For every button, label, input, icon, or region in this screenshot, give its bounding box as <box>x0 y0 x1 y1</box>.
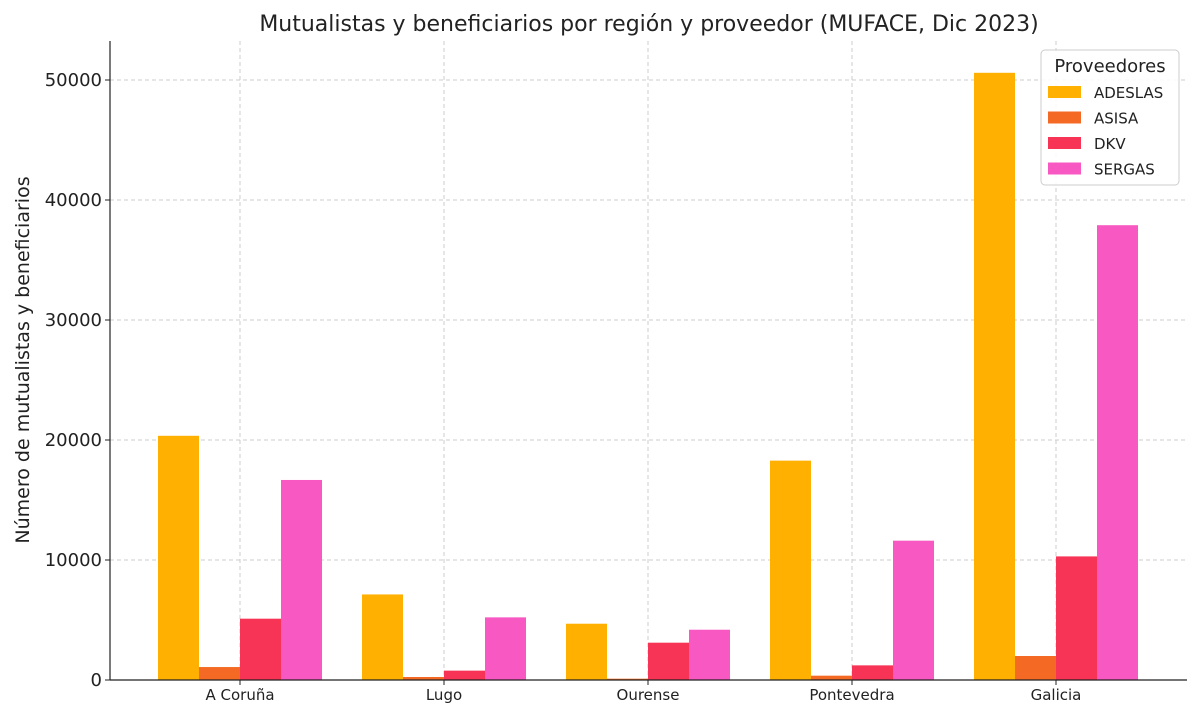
x-tick-label: Ourense <box>617 686 680 704</box>
y-tick-label: 20000 <box>45 430 102 451</box>
y-axis-label: Número de mutualistas y beneficiarios <box>12 176 34 543</box>
x-tick-label: Lugo <box>426 686 462 704</box>
bar-dkv <box>852 665 893 680</box>
bar-adeslas <box>770 460 811 680</box>
legend-swatch-asisa <box>1048 111 1081 124</box>
y-tick-label: 0 <box>91 670 102 691</box>
bar-adeslas <box>158 435 199 680</box>
bar-dkv <box>444 670 485 680</box>
legend-label-adeslas: ADESLAS <box>1094 84 1163 102</box>
bar-dkv <box>240 618 281 680</box>
bar-adeslas <box>974 72 1015 681</box>
bar-adeslas <box>566 623 607 680</box>
legend-label-asisa: ASISA <box>1094 110 1139 128</box>
legend: Proveedores ADESLAS ASISA DKV SERGAS <box>1040 49 1180 186</box>
bar-asisa <box>403 677 444 680</box>
bar-asisa <box>607 678 648 680</box>
bar-adeslas <box>362 594 403 680</box>
legend-box <box>1040 49 1180 186</box>
chart-title: Mutualistas y beneficiarios por región y… <box>259 12 1038 37</box>
y-tick-label: 30000 <box>45 310 102 331</box>
legend-label-dkv: DKV <box>1094 135 1126 153</box>
bar-sergas <box>485 617 526 680</box>
legend-swatch-dkv <box>1048 137 1081 149</box>
x-tick-label: Galicia <box>1031 686 1082 704</box>
y-tick-label: 10000 <box>45 550 102 571</box>
legend-label-sergas: SERGAS <box>1094 161 1155 179</box>
bar-sergas <box>1097 225 1138 680</box>
bar-sergas <box>281 479 322 680</box>
legend-title: Proveedores <box>1054 56 1165 77</box>
y-tick-label: 40000 <box>45 190 102 211</box>
bar-asisa <box>1015 656 1056 680</box>
bar-sergas <box>689 629 730 680</box>
x-tick-label: A Coruña <box>205 686 274 704</box>
x-tick-label: Pontevedra <box>809 686 894 704</box>
bar-sergas <box>893 540 934 680</box>
y-tick-label: 50000 <box>45 70 102 91</box>
bar-dkv <box>1056 556 1097 680</box>
bar-dkv <box>648 642 689 680</box>
bar-asisa <box>811 675 852 680</box>
bar-asisa <box>199 667 240 680</box>
legend-swatch-adeslas <box>1048 86 1081 98</box>
legend-swatch-sergas <box>1048 162 1081 175</box>
